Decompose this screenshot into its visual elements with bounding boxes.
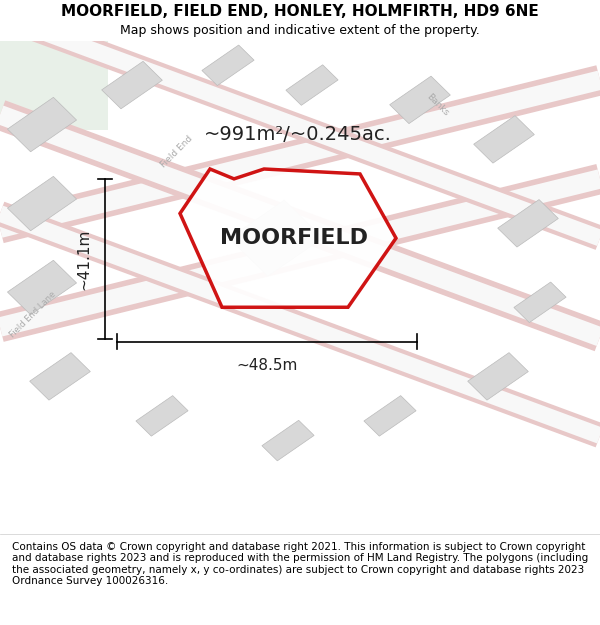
Polygon shape (180, 169, 396, 308)
Text: Banks: Banks (425, 92, 451, 118)
Polygon shape (7, 98, 77, 152)
Polygon shape (101, 61, 163, 109)
Text: ~991m²/~0.245ac.: ~991m²/~0.245ac. (204, 125, 392, 144)
Polygon shape (389, 76, 451, 124)
Polygon shape (29, 352, 91, 400)
Polygon shape (473, 116, 535, 163)
Text: ~48.5m: ~48.5m (236, 358, 298, 373)
Polygon shape (7, 176, 77, 231)
Text: MOORFIELD: MOORFIELD (220, 228, 368, 248)
Text: Map shows position and indicative extent of the property.: Map shows position and indicative extent… (120, 24, 480, 37)
Text: ~41.1m: ~41.1m (77, 228, 92, 290)
Polygon shape (467, 352, 529, 400)
Text: Field End Lane: Field End Lane (8, 290, 58, 339)
Polygon shape (202, 45, 254, 86)
Polygon shape (514, 282, 566, 322)
Text: Contains OS data © Crown copyright and database right 2021. This information is : Contains OS data © Crown copyright and d… (12, 542, 588, 586)
Polygon shape (262, 420, 314, 461)
Polygon shape (286, 65, 338, 106)
Bar (0, 41, 108, 129)
Text: MOORFIELD, FIELD END, HONLEY, HOLMFIRTH, HD9 6NE: MOORFIELD, FIELD END, HONLEY, HOLMFIRTH,… (61, 4, 539, 19)
Polygon shape (229, 200, 323, 276)
Polygon shape (497, 199, 559, 247)
Polygon shape (364, 396, 416, 436)
Polygon shape (136, 396, 188, 436)
Polygon shape (7, 260, 77, 315)
Text: Field End: Field End (159, 134, 195, 169)
